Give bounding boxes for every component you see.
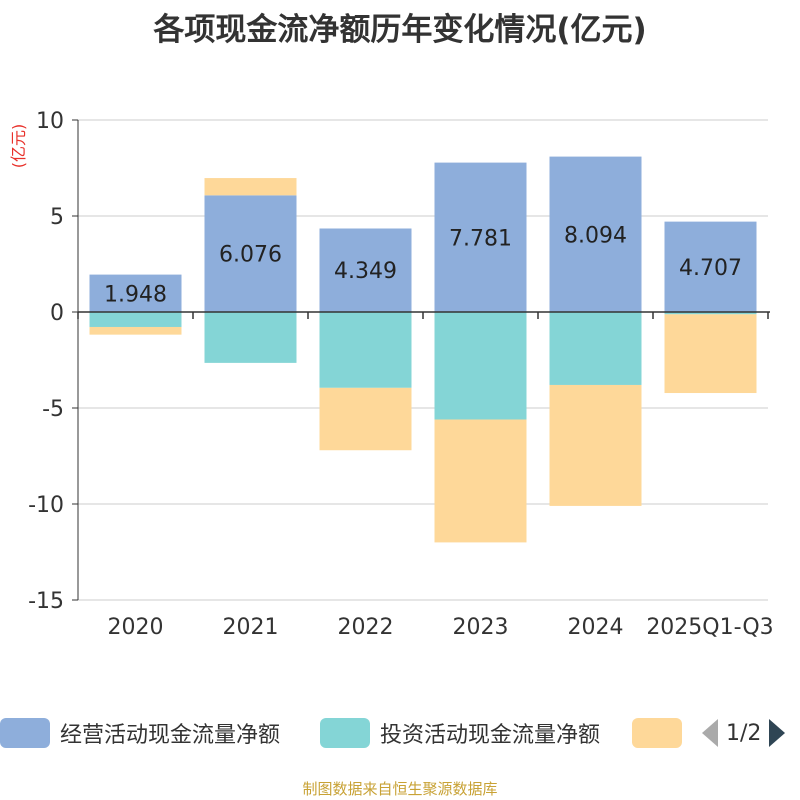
bar-operating [434, 162, 527, 312]
legend-label-operating: 经营活动现金流量净额 [60, 723, 281, 748]
bar-value-label: 4.707 [679, 256, 742, 281]
x-tick-label: 2022 [338, 615, 394, 640]
legend-item-operating[interactable]: 经营活动现金流量净额 [0, 716, 280, 750]
legend-swatch-third [632, 718, 682, 748]
chart-title: 各项现金流净额历年变化情况(亿元) [153, 12, 647, 48]
legend-label-investing: 投资活动现金流量净额 [380, 723, 601, 748]
next-page-icon[interactable] [769, 719, 786, 747]
bar-series3 [549, 384, 642, 506]
y-tick-label: -5 [42, 397, 64, 422]
bar-investing [89, 312, 182, 327]
bar-series3 [434, 419, 527, 543]
y-tick-label: 0 [50, 301, 64, 326]
x-tick-label: 2025Q1-Q3 [646, 615, 773, 640]
bar-investing [204, 312, 297, 363]
legend-swatch-investing [320, 718, 370, 748]
bar-operating [204, 195, 297, 312]
y-tick-label: -15 [28, 589, 64, 614]
bar-value-label: 6.076 [219, 243, 282, 268]
bar-operating [664, 221, 757, 312]
bar-series3 [89, 326, 182, 335]
bar-investing [549, 312, 642, 385]
legend-pager: 1/2 [700, 716, 800, 750]
bar-operating [549, 156, 642, 312]
legend-item-investing[interactable]: 投资活动现金流量净额 [320, 716, 600, 750]
chart-svg: 10 5 0 -5 -10 -15 (亿元) 1.948 6.076 4.349 7.781 8.09… [9, 109, 774, 640]
legend-page-indicator: 1/2 [726, 720, 762, 746]
y-tick-label: 10 [36, 109, 64, 134]
x-tick-label: 2020 [108, 615, 164, 640]
data-source-note: 制图数据来自恒生聚源数据库 [302, 780, 498, 798]
y-tick-label: 5 [50, 205, 64, 230]
bar-investing [434, 312, 527, 420]
bar-series3 [319, 387, 412, 451]
bar-investing [664, 312, 757, 315]
legend-item-third[interactable] [632, 716, 692, 750]
bar-value-label: 8.094 [564, 223, 627, 248]
bar-value-label: 4.349 [334, 259, 397, 284]
legend-swatch-operating [0, 718, 50, 748]
bar-value-label: 7.781 [449, 226, 512, 251]
bar-operating [319, 228, 412, 312]
y-tick-label: -10 [28, 493, 64, 518]
bar-value-label: 1.948 [104, 282, 167, 307]
x-tick-label: 2021 [223, 615, 279, 640]
bar-series3 [664, 314, 757, 394]
bar-series3 [204, 178, 297, 196]
bar-operating [89, 274, 182, 312]
x-tick-label: 2023 [453, 615, 509, 640]
y-axis-label: (亿元) [9, 124, 28, 169]
bar-investing [319, 312, 412, 388]
prev-page-icon[interactable] [702, 719, 718, 747]
x-tick-label: 2024 [568, 615, 624, 640]
